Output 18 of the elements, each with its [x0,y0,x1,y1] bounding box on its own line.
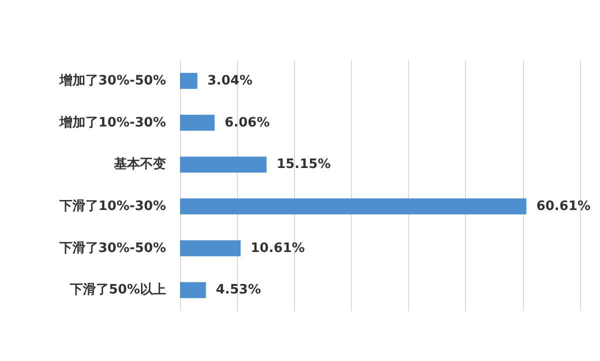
data-label: 6.06% [224,115,270,130]
data-label: 4.53% [216,282,261,298]
bar [180,114,215,131]
data-label: 15.15% [276,157,331,172]
bar [180,198,526,214]
data-label: 10.61% [250,240,305,256]
y-tick-label: 下滑了10%-30% [58,198,166,214]
bar [180,72,198,89]
y-tick-label: 基本不变 [113,156,166,172]
data-label: 60.61% [536,198,590,214]
y-tick-label: 下滑了50%以上 [68,282,166,298]
bar [180,282,206,298]
y-tick-label: 增加了10%-30% [58,115,166,130]
y-tick-label: 下滑了30%-50% [58,240,166,256]
data-label: 3.04% [207,73,252,88]
bar [180,240,241,256]
bar [180,156,267,173]
y-tick-label: 增加了30%-50% [58,73,166,88]
